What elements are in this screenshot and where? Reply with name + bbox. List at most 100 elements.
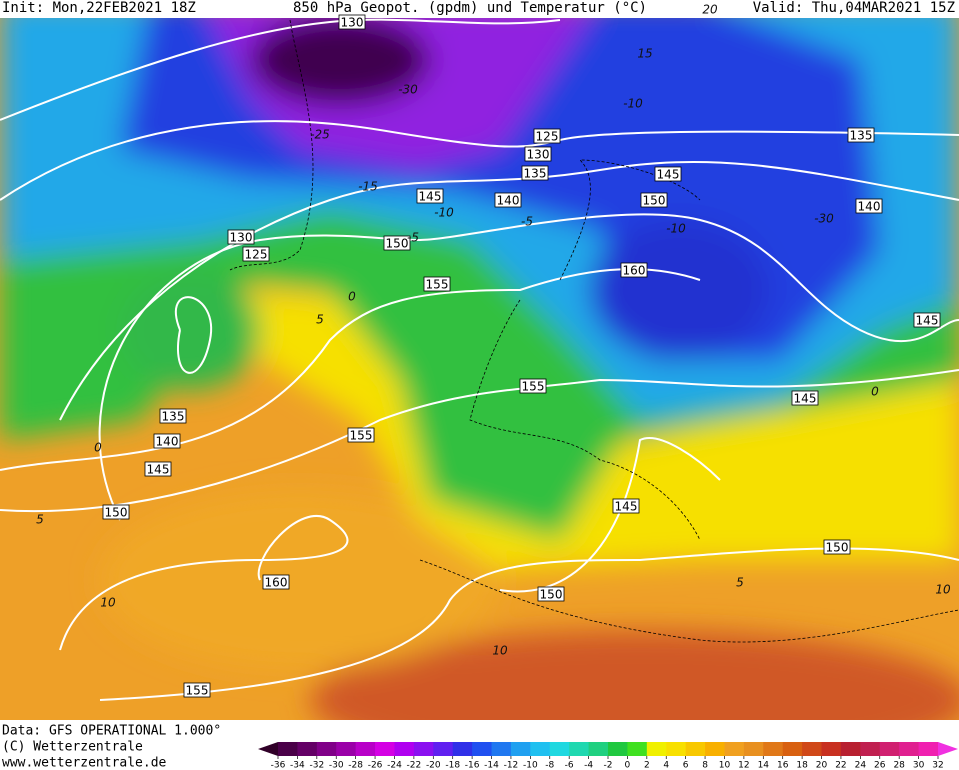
colorbar-segment (569, 742, 590, 756)
geopotential-label: 155 (522, 380, 545, 394)
geopotential-label: 130 (527, 148, 550, 162)
temperature-label: 15 (637, 47, 652, 61)
colorbar-label: -36 (271, 761, 286, 770)
colorbar-segment (510, 742, 531, 756)
contour-label-box (383, 235, 411, 251)
colorbar-segment (413, 742, 434, 756)
colorbar-segment (666, 742, 687, 756)
colorbar-label: -2 (604, 761, 613, 770)
temperature-label: 0 (94, 441, 102, 455)
colorbar-segment (394, 742, 415, 756)
colorbar-segment (840, 742, 861, 756)
geopotential-label: 160 (623, 264, 646, 278)
colorbar-segment (782, 742, 803, 756)
temperature-label: -15 (358, 180, 378, 194)
colorbar-segment (879, 742, 900, 756)
contour-label-box (144, 461, 172, 477)
temperature-label: -30 (814, 212, 834, 226)
colorbar-label: -34 (290, 761, 305, 770)
geopotential-label: 140 (497, 194, 520, 208)
colorbar-segment (802, 742, 823, 756)
temperature-label: -10 (623, 97, 643, 111)
colorbar-arrow (258, 742, 278, 756)
colorbar-label: -14 (484, 761, 499, 770)
temperature-label: 5 (36, 513, 44, 527)
colorbar-label: -28 (348, 761, 363, 770)
colorbar-label: -20 (426, 761, 441, 770)
temperature-label: -25 (310, 128, 330, 142)
temperature-label: 5 (316, 313, 324, 327)
colorbar-segment (899, 742, 920, 756)
contour-label-box (416, 188, 444, 204)
temperature-label: -5 (521, 215, 533, 229)
colorbar-label: 4 (663, 761, 669, 770)
colorbar-label: 14 (758, 761, 770, 770)
geopotential-label: 150 (105, 506, 128, 520)
colorbar-segment (821, 742, 842, 756)
contour-label-box (612, 498, 640, 514)
colorbar-segment (316, 742, 337, 756)
copyright: (C) Wetterzentrale (2, 740, 143, 755)
colorbar-label: -12 (504, 761, 519, 770)
temperature-label: 10 (935, 583, 951, 597)
colorbar-segment (452, 742, 473, 756)
contour-label-box (521, 165, 549, 181)
geopotential-label: 145 (615, 500, 638, 514)
colorbar-segment (472, 742, 493, 756)
colorbar-label: 22 (835, 761, 846, 770)
contour-label-box (347, 427, 375, 443)
geopotential-label: 155 (426, 278, 449, 292)
colorbar-segment (860, 742, 881, 756)
colorbar-label: -30 (329, 761, 344, 770)
geopotential-label: 145 (916, 314, 939, 328)
contour-label-box (262, 574, 290, 590)
geopotential-label: 150 (386, 237, 409, 251)
geopotential-label: 150 (643, 194, 666, 208)
geopotential-label: 150 (540, 588, 563, 602)
contour-label-box (791, 390, 819, 406)
colorbar-label: 0 (625, 761, 631, 770)
colorbar-label: 20 (816, 761, 828, 770)
colorbar-segment (763, 742, 784, 756)
contour-label-box (855, 198, 883, 214)
valid-time: Valid: Thu,04MAR2021 15Z (753, 0, 955, 16)
colorbar-segment (336, 742, 357, 756)
colorbar-segment (491, 742, 512, 756)
contour-label-box (533, 128, 561, 144)
contour-label-box (823, 539, 851, 555)
temperature-label: 0 (871, 385, 879, 399)
temperature-label: 5 (736, 576, 744, 590)
geopotential-label: 145 (419, 190, 442, 204)
geopotential-label: 125 (536, 130, 559, 144)
contour-label-box (159, 408, 187, 424)
contour-label-box (494, 192, 522, 208)
geopotential-label: 145 (147, 463, 170, 477)
temperature-label: -10 (666, 222, 686, 236)
contour-label-box (524, 146, 552, 162)
map-title: 850 hPa Geopot. (gpdm) und Temperatur (°… (293, 0, 647, 16)
geopotential-label: 130 (230, 231, 253, 245)
geopotential-label: 145 (794, 392, 817, 406)
colorbar-segment (355, 742, 376, 756)
temperature-label: 0 (348, 290, 356, 304)
contour-label-box (519, 378, 547, 394)
contour-label-box (102, 504, 130, 520)
geopotential-label: 155 (350, 429, 373, 443)
colorbar-label: 32 (932, 761, 943, 770)
geopotential-label: 125 (245, 248, 268, 262)
colorbar-label: 8 (702, 761, 708, 770)
colorbar-label: -16 (465, 761, 480, 770)
isolines (0, 18, 959, 701)
geopotential-label: 130 (341, 16, 364, 30)
colorbar-label: 2 (644, 761, 650, 770)
colorbar-label: -10 (523, 761, 538, 770)
colorbar-segment (646, 742, 667, 756)
colorbar-label: 26 (874, 761, 886, 770)
geopotential-label: 150 (826, 541, 849, 555)
colorbar-segment (433, 742, 454, 756)
geopotential-label: 160 (265, 576, 288, 590)
geopotential-label: 135 (850, 129, 873, 143)
colorbar-segment (549, 742, 570, 756)
